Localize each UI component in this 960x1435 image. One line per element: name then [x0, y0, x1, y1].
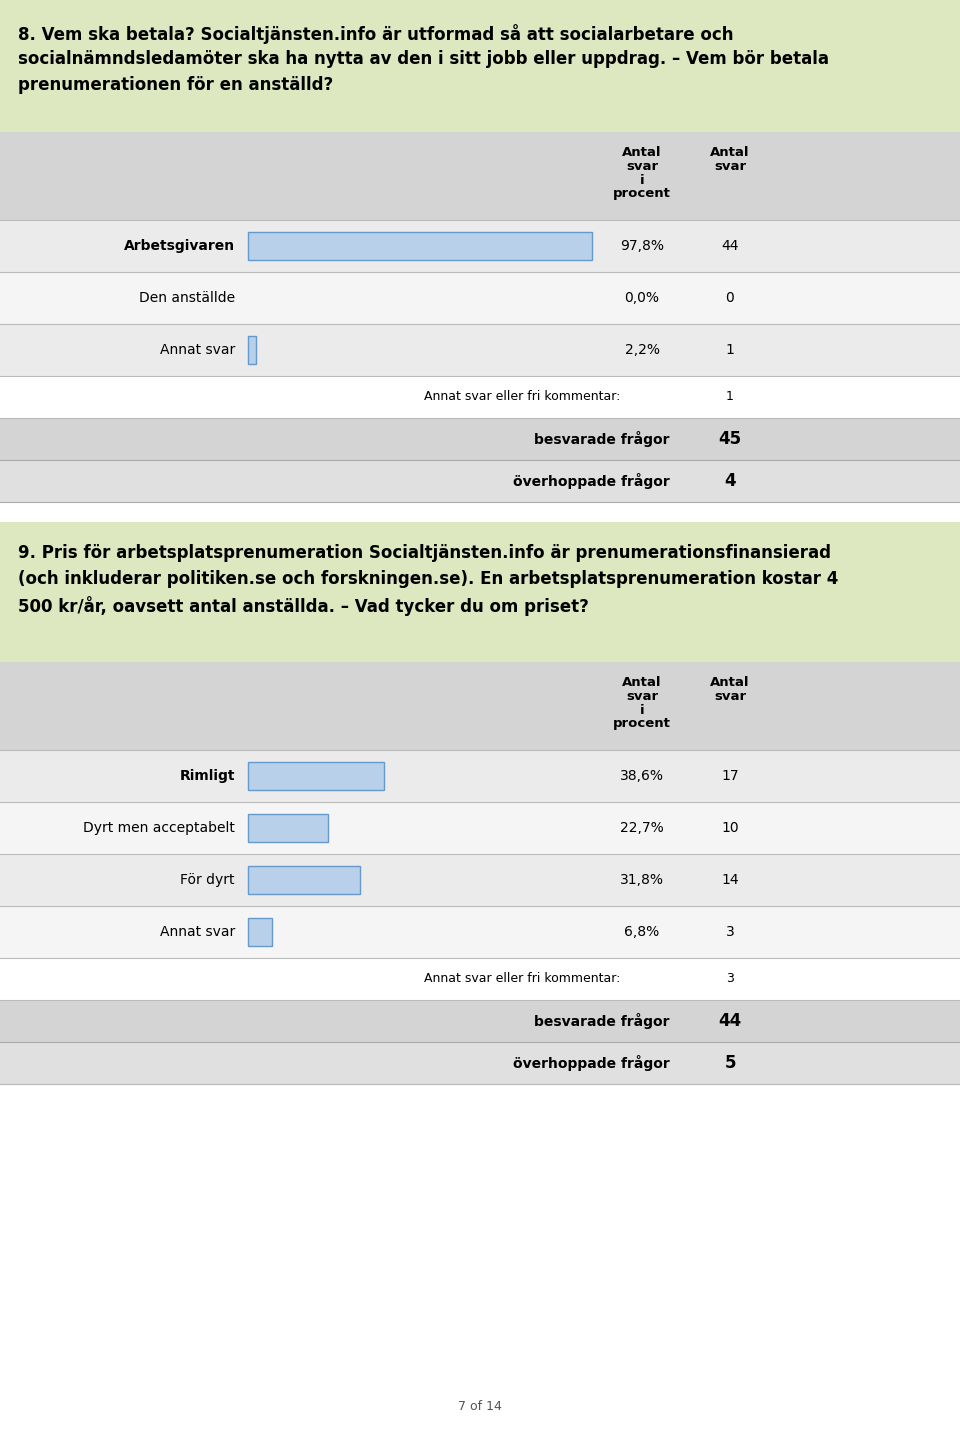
Bar	[248, 232, 592, 260]
Text: svar: svar	[626, 689, 658, 703]
Bar	[0, 522, 960, 662]
Bar	[0, 751, 960, 802]
Text: svar: svar	[626, 159, 658, 172]
Bar	[0, 854, 960, 905]
Text: 10: 10	[721, 821, 739, 835]
Text: Dyrt men acceptabelt: Dyrt men acceptabelt	[84, 821, 235, 835]
Text: Annat svar: Annat svar	[159, 343, 235, 357]
Text: 31,8%: 31,8%	[620, 872, 664, 887]
Bar	[0, 220, 960, 273]
Text: För dyrt: För dyrt	[180, 872, 235, 887]
Bar	[0, 418, 960, 461]
Bar	[248, 815, 328, 841]
Text: 0,0%: 0,0%	[625, 291, 660, 306]
Text: 9. Pris för arbetsplatsprenumeration Socialtjänsten.info är prenumerationsfinans: 9. Pris för arbetsplatsprenumeration Soc…	[18, 544, 831, 563]
Text: 45: 45	[718, 430, 741, 448]
Text: 2,2%: 2,2%	[625, 343, 660, 357]
Text: 22,7%: 22,7%	[620, 821, 664, 835]
Text: Antal: Antal	[710, 145, 750, 158]
Text: 14: 14	[721, 872, 739, 887]
Bar	[0, 662, 960, 751]
Text: 3: 3	[726, 926, 734, 938]
Text: socialnämndsledamöter ska ha nytta av den i sitt jobb eller uppdrag. – Vem bör b: socialnämndsledamöter ska ha nytta av de…	[18, 50, 829, 67]
Bar	[0, 273, 960, 324]
Bar	[248, 762, 384, 789]
Text: Rimligt: Rimligt	[180, 769, 235, 784]
Bar	[248, 232, 592, 260]
Text: 0: 0	[726, 291, 734, 306]
Text: procent: procent	[613, 188, 671, 201]
Bar	[248, 918, 272, 946]
Bar	[0, 502, 960, 522]
Text: Annat svar eller fri kommentar:: Annat svar eller fri kommentar:	[423, 973, 620, 986]
Text: Antal: Antal	[710, 676, 750, 689]
Text: besvarade frågor: besvarade frågor	[535, 430, 670, 446]
Bar	[248, 762, 384, 789]
Text: 3: 3	[726, 973, 734, 986]
Text: Annat svar eller fri kommentar:: Annat svar eller fri kommentar:	[423, 390, 620, 403]
Text: 17: 17	[721, 769, 739, 784]
Text: Annat svar: Annat svar	[159, 926, 235, 938]
Text: i: i	[639, 174, 644, 187]
Text: Antal: Antal	[622, 145, 661, 158]
Text: Den anställde: Den anställde	[139, 291, 235, 306]
Bar	[0, 905, 960, 959]
Text: svar: svar	[714, 689, 746, 703]
Text: svar: svar	[714, 159, 746, 172]
Text: 1: 1	[726, 390, 734, 403]
Text: prenumerationen för en anställd?: prenumerationen för en anställd?	[18, 76, 333, 95]
Bar	[0, 324, 960, 376]
Bar	[0, 376, 960, 418]
Bar	[248, 867, 360, 894]
Text: 5: 5	[724, 1053, 735, 1072]
Bar	[248, 815, 328, 841]
Text: 1: 1	[726, 343, 734, 357]
Text: Arbetsgivaren: Arbetsgivaren	[124, 240, 235, 253]
Bar	[0, 1000, 960, 1042]
Text: överhoppade frågor: överhoppade frågor	[514, 1055, 670, 1071]
Bar	[248, 336, 255, 363]
Text: i: i	[639, 703, 644, 716]
Text: 6,8%: 6,8%	[624, 926, 660, 938]
Bar	[248, 336, 255, 363]
Bar	[0, 0, 960, 132]
Text: besvarade frågor: besvarade frågor	[535, 1013, 670, 1029]
Bar	[0, 802, 960, 854]
Bar	[0, 1042, 960, 1083]
Bar	[248, 867, 360, 894]
Text: Antal: Antal	[622, 676, 661, 689]
Text: 7 of 14: 7 of 14	[458, 1401, 502, 1413]
Bar	[0, 461, 960, 502]
Text: 4: 4	[724, 472, 735, 489]
Text: 38,6%: 38,6%	[620, 769, 664, 784]
Bar	[248, 918, 272, 946]
Text: 500 kr/år, oavsett antal anställda. – Vad tycker du om priset?: 500 kr/år, oavsett antal anställda. – Va…	[18, 596, 588, 616]
Text: överhoppade frågor: överhoppade frågor	[514, 474, 670, 489]
Text: (och inkluderar politiken.se och forskningen.se). En arbetsplatsprenumeration ko: (och inkluderar politiken.se och forskni…	[18, 570, 838, 588]
Text: procent: procent	[613, 718, 671, 730]
Text: 8. Vem ska betala? Socialtjänsten.info är utformad så att socialarbetare och: 8. Vem ska betala? Socialtjänsten.info ä…	[18, 24, 733, 44]
Bar	[0, 959, 960, 1000]
Text: 97,8%: 97,8%	[620, 240, 664, 253]
Text: 44: 44	[718, 1012, 742, 1030]
Text: 44: 44	[721, 240, 739, 253]
Bar	[0, 132, 960, 220]
